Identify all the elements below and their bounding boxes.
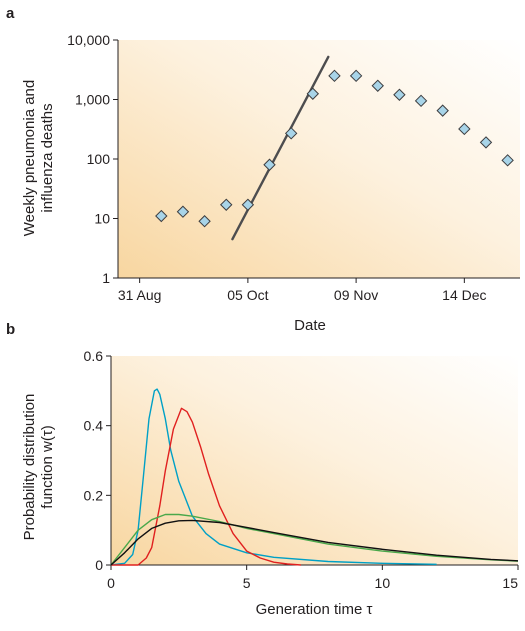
data-point-diamond [306, 87, 320, 100]
data-point-diamond [479, 136, 493, 149]
panel-b: b 0 0.2 0.4 0.6 0 5 10 15 Probability distribu… [6, 321, 519, 618]
x-tick-label: 10 [375, 575, 391, 591]
x-tick-label: 09 Nov [334, 287, 378, 303]
data-point-diamond [371, 79, 384, 92]
x-tick-label: 15 [502, 575, 518, 591]
data-point-diamond [501, 154, 514, 167]
data-point-diamond [220, 198, 233, 211]
distribution-curve-1 [111, 407, 301, 566]
y-tick-label: 100 [87, 151, 111, 167]
panel-b-plot-background [111, 356, 518, 565]
y-tick-label: 0.4 [84, 418, 104, 434]
data-point-diamond [349, 69, 363, 83]
data-point-diamond [393, 88, 406, 101]
x-tick-label: 14 Dec [442, 287, 486, 303]
y-tick-label: 0.2 [84, 487, 104, 503]
panel-a-y-axis-label-line-2: influenza deaths [39, 103, 56, 212]
data-point-diamond [155, 209, 168, 223]
y-tick-label: 10,000 [67, 32, 110, 48]
y-tick-label: 0.6 [84, 348, 104, 364]
data-point-diamond [436, 104, 449, 117]
data-point-diamond [284, 127, 298, 140]
data-point-diamond [458, 122, 471, 136]
y-tick-label: 1,000 [75, 92, 110, 108]
x-tick-label: 31 Aug [118, 287, 162, 303]
y-tick-label: 1 [102, 270, 110, 286]
x-tick-label: 05 Oct [227, 287, 268, 303]
panel-a-y-axis-label-line-1: Weekly pneumonia and [21, 80, 38, 237]
panel-b-y-axis-label-line-1: Probability distribution [21, 394, 38, 541]
panel-b-y-axis-label-line-2: function w(τ) [39, 425, 56, 508]
data-point-diamond [198, 215, 211, 228]
data-point-diamond [328, 69, 341, 83]
x-tick-label: 0 [107, 575, 115, 591]
distribution-curve-0 [110, 388, 437, 566]
y-tick-label: 10 [94, 211, 110, 227]
data-point-diamond [241, 198, 255, 211]
panel-a: a 1 10 100 1,000 10,000 31 Aug 05 Oct 09 Nov 14… [6, 5, 520, 334]
data-point-diamond [414, 94, 428, 108]
panel-b-label: b [6, 321, 15, 338]
panel-a-plot-background [118, 40, 520, 278]
data-point-diamond [176, 205, 190, 218]
panel-a-x-axis-label: Date [294, 317, 326, 334]
distribution-curve-2 [110, 513, 519, 566]
x-tick-label: 5 [243, 575, 251, 591]
panel-a-label: a [6, 5, 15, 22]
data-point-diamond [263, 158, 276, 171]
y-tick-label: 0 [95, 557, 103, 573]
panel-b-x-axis-label: Generation time τ [256, 601, 373, 618]
distribution-curve-3 [110, 519, 519, 566]
